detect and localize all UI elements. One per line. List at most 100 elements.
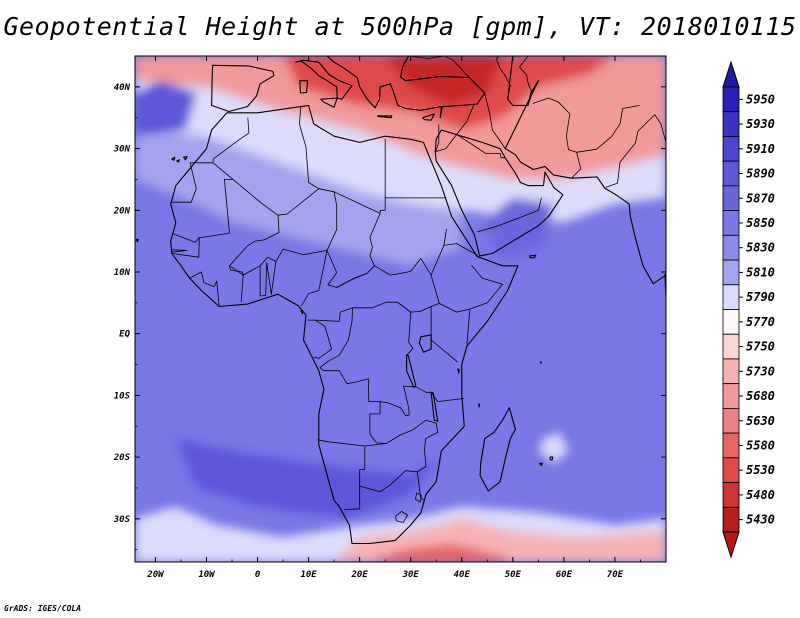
lon-tick-label: 20E [351, 570, 369, 580]
border-sudan-south-sudan [374, 257, 432, 276]
coastline-sicily [320, 97, 338, 108]
colorbar-bottom-arrow [722, 531, 740, 559]
lon-tick-label: 10E [300, 570, 317, 580]
border-gambia [171, 249, 188, 253]
colorbar-label: 5750 [746, 340, 775, 354]
coastline-crete [376, 115, 393, 119]
coastline-iran-india [504, 56, 666, 285]
border-uganda-kenya-tanzania [430, 306, 458, 363]
colorbar-label: 5630 [746, 414, 775, 428]
border-botswana-namibia-sa [344, 446, 366, 510]
colorbar-swatch [722, 506, 740, 533]
border-angola-zambia-namibia [317, 413, 387, 447]
lon-tick-label: 0 [255, 570, 261, 580]
coastline-sardinia [299, 80, 309, 94]
border-drc-zambia [380, 385, 416, 417]
border-nigeria-cameroon [301, 250, 328, 307]
border-ghana-togo-benin [259, 261, 277, 297]
colorbar-swatch [722, 284, 740, 310]
lon-tick-label: 20W [146, 570, 165, 580]
border-morocco-algeria [212, 117, 250, 163]
lat-tick-label: 20N [113, 206, 131, 216]
colorbar-swatch [722, 358, 740, 385]
colorbar-label: 5430 [746, 513, 775, 527]
colorbar-swatch [722, 136, 740, 162]
colorbar-label: 5890 [746, 167, 775, 181]
lat-tick-label: 40N [114, 83, 131, 93]
border-kenya-somalia [466, 308, 471, 345]
lon-tick-label: 30E [402, 570, 420, 580]
lat-tick-label: 10S [114, 391, 131, 401]
colorbar-swatch [722, 383, 740, 409]
lat-tick-label: 10N [114, 268, 131, 278]
colorbar-label: 5870 [746, 191, 775, 205]
border-western-sahara-mauritania [170, 162, 214, 203]
border-layer [170, 56, 666, 523]
colorbar: 5950 5930 5910 5890 5870 5850 5830 5810 5790 5770… [722, 60, 775, 559]
colorbar-label: 5790 [746, 290, 775, 304]
coastline-seychelles [539, 361, 542, 364]
colorbar-label: 5770 [746, 315, 775, 329]
colorbar-label: 5730 [746, 364, 775, 378]
coastline-canary-3 [182, 156, 188, 161]
border-pakistan-india [605, 114, 656, 188]
border-zambia-zimbabwe-mozambique [385, 419, 439, 473]
field-sahara-ridge [135, 130, 462, 266]
border-black-sea-north [408, 56, 470, 78]
border-caspian-west [496, 56, 511, 100]
coastline-canary-2 [176, 159, 180, 163]
field-arabian-high [482, 197, 554, 260]
height-field [135, 56, 666, 562]
lat-tick-label: 30N [113, 145, 131, 155]
colorbar-swatch [722, 407, 740, 434]
colorbar-swatch [722, 185, 740, 212]
border-ethiopia-somalia-kenya [439, 264, 504, 313]
colorbar-label: 5950 [746, 92, 775, 106]
coastline-mauritius [549, 456, 554, 461]
border-guinea-sierra-leone-liberia [189, 271, 220, 307]
coastline-lake-victoria [418, 334, 432, 353]
coastline-arabia [434, 129, 564, 257]
border-iraq-iran [484, 92, 506, 149]
border-cameroon-gabon-congo [307, 307, 353, 368]
border-iran-afghanistan-pakistan [566, 113, 582, 179]
coastline-italy [295, 59, 353, 100]
border-swaziland [414, 492, 422, 503]
field-subtropical-band [135, 80, 666, 223]
border-israel-jordan-syria [435, 104, 475, 153]
coastline-reunion [538, 462, 543, 467]
colorbar-swatch [722, 432, 740, 459]
border-drc-uganda-rwanda [406, 312, 414, 356]
lon-tick-label: 60E [556, 570, 573, 580]
colorbar-label: 5480 [746, 488, 775, 502]
coastline-cyprus [421, 113, 435, 121]
coastline-madagascar [479, 407, 516, 492]
field-mascarene-spot [538, 432, 569, 464]
colorbar-swatch [722, 259, 740, 286]
coastline-bioko [300, 310, 304, 315]
coastline-africa [170, 104, 519, 545]
colorbar-label: 5830 [746, 241, 775, 255]
colorbar-label: 5530 [746, 463, 775, 477]
coastline-socotra [529, 254, 537, 259]
border-afghanistan-pakistan [576, 105, 640, 153]
field-south-trough-core [369, 543, 513, 562]
colorbar-swatch [722, 86, 740, 113]
colorbar-swatch [722, 309, 740, 335]
coastline-comoros [478, 403, 481, 408]
colorbar-label: 5930 [746, 117, 775, 131]
colorbar-swatch [722, 234, 740, 261]
lat-tick-label: 20S [113, 453, 131, 463]
lon-tick-label: 50E [505, 570, 522, 580]
field-north-trough-deep [385, 56, 503, 106]
lat-tick-label: EQ [119, 330, 130, 340]
colorbar-label: 5810 [746, 265, 775, 279]
colorbar-label: 5850 [746, 216, 775, 230]
colorbar-top-arrow [722, 60, 740, 88]
grads-credit: GrADS: IGES/COLA [4, 604, 82, 613]
border-angola-drc [319, 367, 381, 414]
border-south-sudan-drc-uganda [397, 274, 440, 313]
map-axes: 20W 10W 0 10E 20E 30E 40E 50E 60E 70E 40N 30N 20N 10N… [113, 55, 666, 580]
map-title: Geopotential Height at 500hPa [gpm], VT:… [3, 12, 797, 41]
